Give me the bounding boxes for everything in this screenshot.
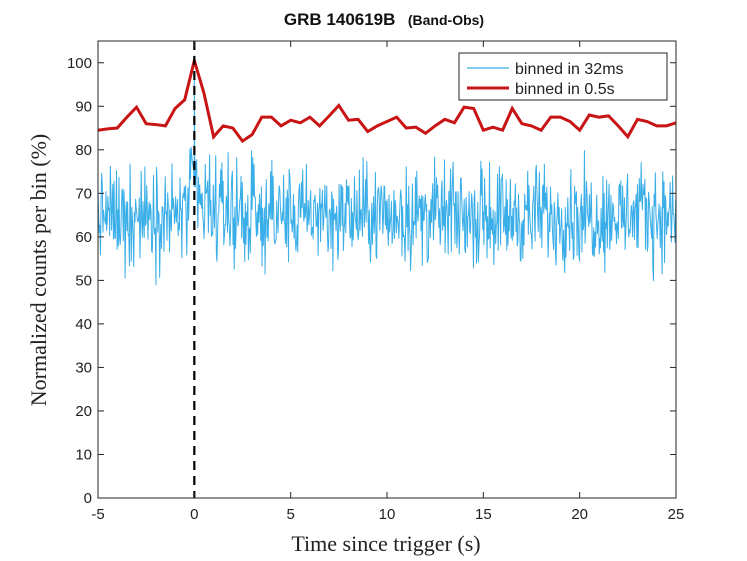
x-tick-label: 20 bbox=[571, 506, 588, 523]
x-tick-label: 25 bbox=[668, 506, 685, 523]
y-tick-label: 40 bbox=[75, 316, 92, 333]
plot-background bbox=[98, 41, 676, 498]
y-tick-label: 60 bbox=[75, 229, 92, 246]
x-tick-label: 5 bbox=[286, 506, 294, 523]
y-axis: 0 10 20 30 40 50 60 70 80 90 100 bbox=[67, 55, 676, 507]
legend-label-0.5s: binned in 0.5s bbox=[515, 81, 615, 98]
y-tick-label: 30 bbox=[75, 359, 92, 376]
x-axis-label: Time since trigger (s) bbox=[291, 531, 480, 556]
y-axis-label: Normalized counts per bin (%) bbox=[26, 134, 51, 406]
legend-label-32ms: binned in 32ms bbox=[515, 61, 624, 78]
x-tick-label: 10 bbox=[379, 506, 396, 523]
plot-area bbox=[97, 40, 677, 499]
y-tick-label: 100 bbox=[67, 55, 92, 72]
y-tick-label: 20 bbox=[75, 403, 92, 420]
chart-title-main: GRB 140619B bbox=[284, 10, 396, 29]
y-tick-label: 0 bbox=[84, 490, 92, 507]
y-tick-label: 90 bbox=[75, 98, 92, 115]
x-axis: -5 0 5 10 15 20 25 bbox=[91, 41, 684, 523]
y-tick-label: 80 bbox=[75, 142, 92, 159]
chart-subtitle: (Band-Obs) bbox=[408, 12, 484, 28]
y-tick-label: 10 bbox=[75, 446, 92, 463]
x-tick-label: 0 bbox=[190, 506, 198, 523]
y-tick-label: 50 bbox=[75, 272, 92, 289]
y-tick-label: 70 bbox=[75, 185, 92, 202]
x-tick-label: -5 bbox=[91, 506, 104, 523]
chart-title: GRB 140619B (Band-Obs) bbox=[284, 10, 484, 29]
legend: binned in 32ms binned in 0.5s bbox=[458, 52, 668, 101]
legend-box bbox=[458, 52, 668, 101]
x-tick-label: 15 bbox=[475, 506, 492, 523]
